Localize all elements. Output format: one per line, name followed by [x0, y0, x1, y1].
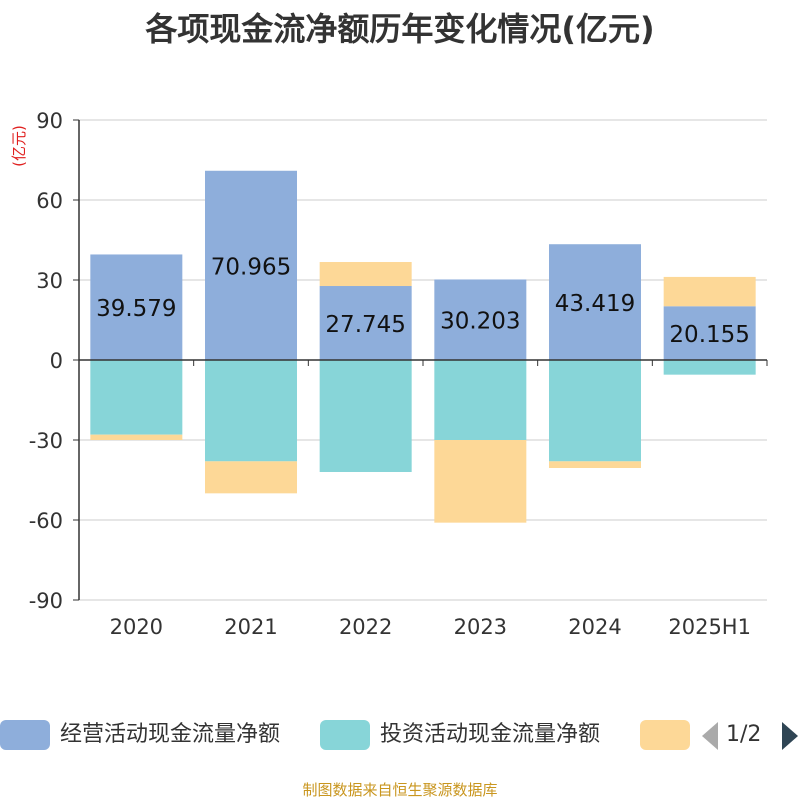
- x-tick-label: 2024: [568, 615, 621, 639]
- legend-item-investing[interactable]: 投资活动现金流量净额: [320, 718, 630, 754]
- bar-investing: [663, 360, 756, 375]
- x-tick-label: 2020: [110, 615, 163, 639]
- pager-next-icon[interactable]: [782, 722, 798, 750]
- y-tick-label: -30: [29, 429, 63, 453]
- data-label: 39.579: [96, 296, 176, 322]
- legend-item-third[interactable]: [640, 718, 690, 754]
- x-tick-label: 2021: [224, 615, 277, 639]
- bar-third: [205, 461, 297, 494]
- y-tick-label: -90: [29, 589, 63, 613]
- legend-swatch-operating: [0, 720, 50, 750]
- bar-investing: [90, 360, 183, 435]
- bar-investing: [434, 360, 527, 440]
- bar-investing: [319, 360, 412, 472]
- bar-operating: [90, 254, 183, 360]
- data-label: 20.155: [669, 322, 749, 348]
- bar-operating: [549, 244, 641, 360]
- legend-item-operating[interactable]: 经营活动现金流量净额: [0, 718, 305, 754]
- data-label: 70.965: [211, 254, 291, 280]
- legend-label-investing: 投资活动现金流量净额: [380, 722, 601, 747]
- legend-swatch-third: [640, 720, 690, 750]
- y-tick-label: 60: [36, 189, 63, 213]
- legend: 经营活动现金流量净额 投资活动现金流量净额 1/2: [0, 718, 800, 754]
- pager-text: 1/2: [726, 722, 762, 747]
- bar-third: [663, 276, 756, 307]
- bar-operating: [663, 306, 756, 360]
- data-label: 27.745: [325, 312, 405, 338]
- chart-title: 各项现金流净额历年变化情况(亿元): [145, 10, 655, 48]
- bar-operating: [434, 279, 527, 360]
- data-label: 30.203: [440, 309, 520, 335]
- bar-investing: [549, 360, 641, 462]
- y-axis-label: (亿元): [10, 125, 28, 167]
- x-tick-label: 2025H1: [668, 615, 751, 639]
- bar-third: [549, 461, 641, 468]
- pager-prev-icon[interactable]: [702, 722, 718, 750]
- x-tick-label: 2023: [454, 615, 507, 639]
- legend-swatch-investing: [320, 720, 370, 750]
- legend-label-operating: 经营活动现金流量净额: [60, 722, 281, 747]
- y-tick-label: 0: [50, 349, 63, 373]
- bar-third: [90, 434, 183, 440]
- bar-operating: [319, 286, 412, 360]
- bar-operating: [205, 170, 297, 360]
- y-tick-label: 90: [36, 109, 63, 133]
- data-label: 43.419: [555, 291, 635, 317]
- source-note: 制图数据来自恒生聚源数据库: [302, 781, 498, 799]
- y-tick-label: -60: [29, 509, 63, 533]
- y-tick-label: 30: [36, 269, 63, 293]
- bar-third: [434, 440, 527, 523]
- bar-investing: [205, 360, 297, 462]
- bar-third: [319, 262, 412, 287]
- x-tick-label: 2022: [339, 615, 392, 639]
